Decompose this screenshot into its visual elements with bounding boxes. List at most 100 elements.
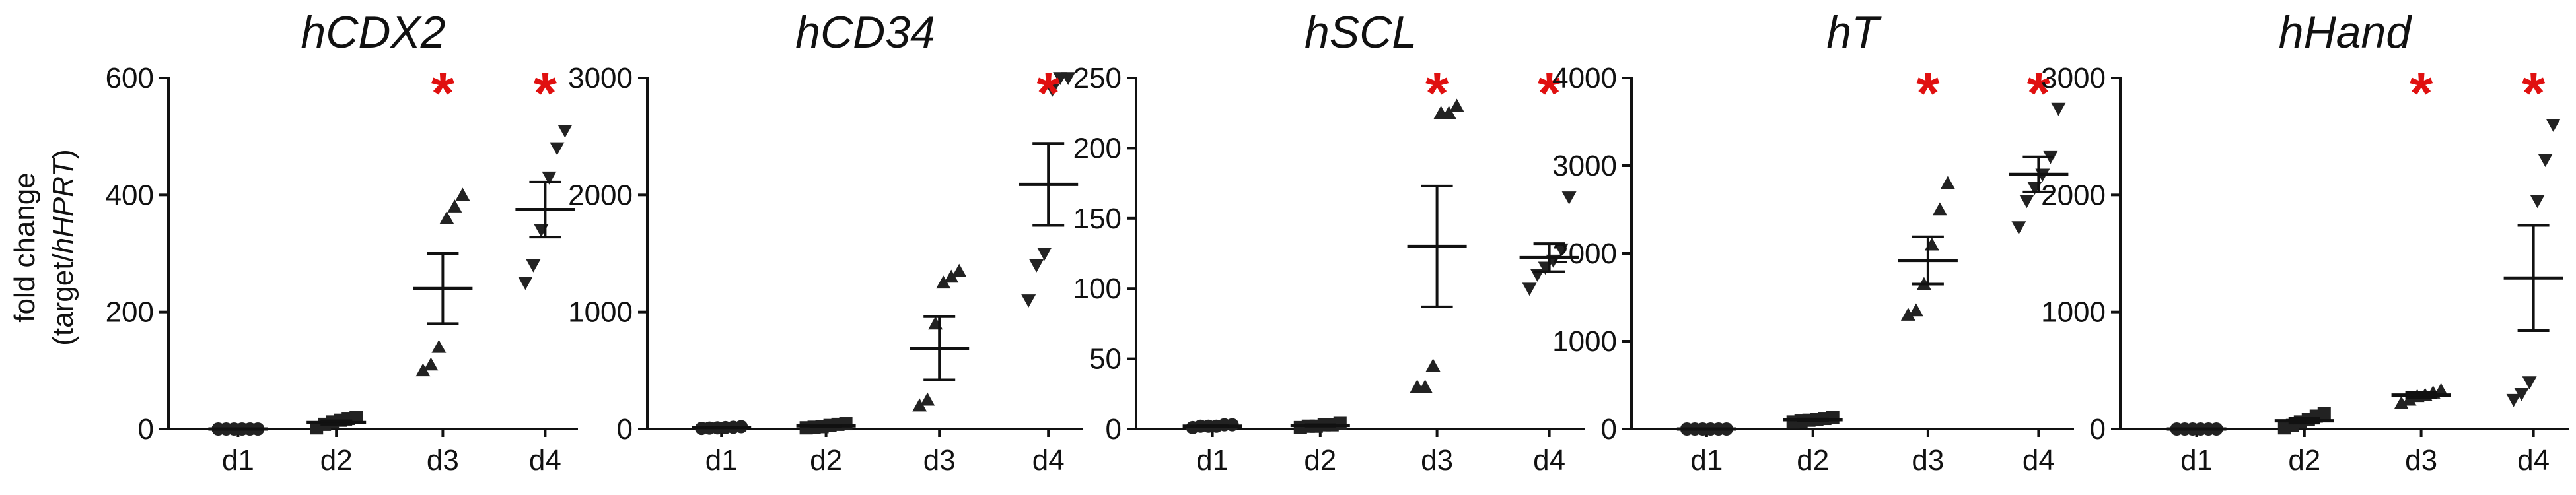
data-point xyxy=(526,259,541,273)
data-point xyxy=(1908,303,1923,317)
y-axis-title-reference-gene: hHPRT xyxy=(47,157,79,254)
significance-star: * xyxy=(2522,61,2545,127)
panel-title: hHand xyxy=(2279,7,2413,57)
data-point xyxy=(349,411,363,424)
x-tick-label: d2 xyxy=(320,444,353,477)
x-tick-label: d4 xyxy=(2022,444,2055,477)
chart-panel-hSCL: hSCL 0 50 100 150 200 250 d1 d2 d3 d4 * * xyxy=(1073,7,1585,477)
significance-star: * xyxy=(431,61,454,127)
y-tick-label: 50 xyxy=(1089,343,1122,376)
data-point xyxy=(944,269,959,283)
data-point xyxy=(2394,395,2409,409)
significance-star: * xyxy=(534,61,557,127)
data-point xyxy=(1021,294,1036,308)
data-point xyxy=(2514,388,2529,401)
x-tick-label: d2 xyxy=(810,444,842,477)
data-point xyxy=(439,211,454,224)
data-point xyxy=(1061,72,1076,85)
y-tick-label: 0 xyxy=(617,413,633,446)
data-point xyxy=(542,171,557,185)
data-point xyxy=(550,142,565,156)
y-axis-title-suffix: ) xyxy=(47,149,79,159)
data-point xyxy=(2546,119,2561,132)
data-point xyxy=(431,339,447,353)
data-point xyxy=(2530,195,2545,209)
y-tick-label: 0 xyxy=(1601,413,1617,446)
x-tick-label: d1 xyxy=(2180,444,2213,477)
data-point xyxy=(2011,221,2026,235)
x-tick-label: d3 xyxy=(427,444,459,477)
data-point xyxy=(1333,416,1347,430)
x-tick-label: d2 xyxy=(1797,444,1829,477)
data-point xyxy=(2522,376,2537,390)
data-point xyxy=(518,277,533,290)
x-tick-label: d1 xyxy=(1196,444,1229,477)
data-point xyxy=(423,357,439,371)
data-point xyxy=(1037,248,1052,261)
y-tick-label: 250 xyxy=(1073,62,1122,94)
panel-title: hCDX2 xyxy=(301,7,445,57)
x-tick-label: d3 xyxy=(2405,444,2437,477)
data-point xyxy=(447,199,462,213)
data-point xyxy=(1045,83,1060,97)
data-point xyxy=(936,275,951,289)
x-tick-label: d3 xyxy=(1421,444,1453,477)
data-point xyxy=(1900,308,1915,321)
data-point xyxy=(1449,98,1464,112)
panel-title: hT xyxy=(1826,7,1882,57)
data-point xyxy=(1522,282,1537,296)
significance-star: * xyxy=(1037,61,1060,127)
x-tick-label: d4 xyxy=(529,444,561,477)
data-point xyxy=(2051,102,2066,116)
panel-title: hCD34 xyxy=(795,7,935,57)
y-tick-label: 200 xyxy=(1073,132,1122,164)
data-point xyxy=(557,125,573,138)
y-tick-label: 200 xyxy=(106,296,154,329)
y-tick-label: 1000 xyxy=(1552,325,1617,358)
y-tick-label: 2000 xyxy=(1552,238,1617,270)
y-axis-title-line2: (target/hHPRT) xyxy=(47,149,79,346)
x-tick-label: d4 xyxy=(1533,444,1565,477)
data-point xyxy=(1561,191,1577,205)
y-tick-label: 3000 xyxy=(2041,62,2106,94)
y-tick-label: 2000 xyxy=(2041,179,2106,211)
y-tick-label: 100 xyxy=(1073,273,1122,305)
data-point xyxy=(952,263,967,277)
data-point xyxy=(2506,393,2521,407)
data-point xyxy=(415,363,431,377)
data-point xyxy=(1425,358,1441,372)
x-tick-label: d1 xyxy=(705,444,738,477)
y-tick-label: 4000 xyxy=(1552,62,1617,94)
y-tick-label: 0 xyxy=(2090,413,2106,446)
data-point xyxy=(1932,202,1947,216)
x-tick-label: d1 xyxy=(222,444,254,477)
data-point xyxy=(1441,106,1456,119)
data-point xyxy=(912,398,927,412)
significance-star: * xyxy=(1916,61,1939,127)
x-tick-label: d1 xyxy=(1690,444,1723,477)
data-point xyxy=(1029,259,1044,273)
chart-panel-hT: hT 0 1000 2000 3000 4000 d1 d2 d3 d4 * * xyxy=(1552,7,2074,477)
data-point xyxy=(1417,380,1433,393)
x-tick-label: d4 xyxy=(1032,444,1065,477)
significance-star: * xyxy=(1538,61,1561,127)
chart-panel-hHand: hHand 0 1000 2000 3000 d1 d2 d3 d4 * * xyxy=(2041,7,2569,477)
data-point xyxy=(2538,154,2553,168)
x-tick-label: d2 xyxy=(2288,444,2320,477)
y-tick-label: 3000 xyxy=(568,62,633,94)
data-point xyxy=(455,187,470,201)
data-point xyxy=(1554,243,1569,257)
y-tick-label: 150 xyxy=(1073,203,1122,235)
significance-star: * xyxy=(1425,61,1449,127)
panel-title: hSCL xyxy=(1305,7,1417,57)
y-tick-label: 1000 xyxy=(568,296,633,329)
y-axis-title-prefix: (target/ xyxy=(47,253,79,346)
y-tick-label: 3000 xyxy=(1552,150,1617,182)
data-point xyxy=(2402,392,2417,406)
y-tick-label: 600 xyxy=(106,62,154,94)
data-point xyxy=(2317,407,2331,420)
data-point xyxy=(1940,176,1955,189)
significance-star: * xyxy=(2027,61,2050,127)
